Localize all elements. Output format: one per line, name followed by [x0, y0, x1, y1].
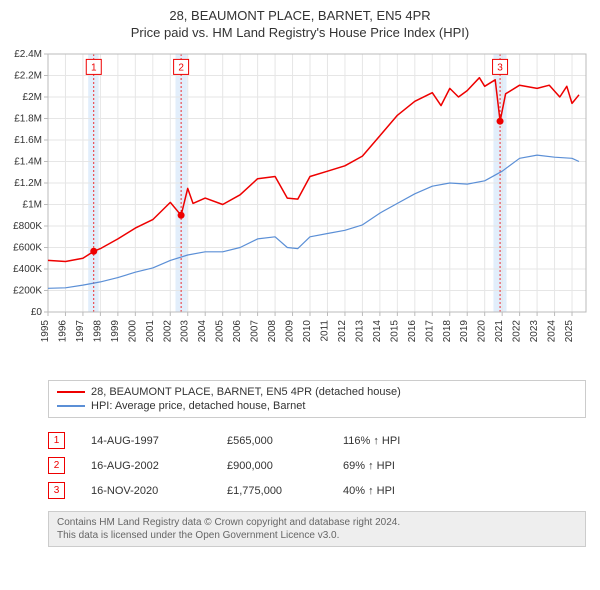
x-tick-label: 1998	[92, 320, 103, 343]
marker-number: 1	[48, 432, 65, 449]
marker-row: 2 16-AUG-2002 £900,000 69% ↑ HPI	[48, 453, 586, 478]
x-tick-label: 2009	[285, 320, 296, 343]
chart-container: 28, BEAUMONT PLACE, BARNET, EN5 4PR Pric…	[0, 0, 600, 547]
y-tick-label: £200K	[13, 286, 42, 297]
marker-row: 1 14-AUG-1997 £565,000 116% ↑ HPI	[48, 428, 586, 453]
marker-number: 2	[48, 457, 65, 474]
x-tick-label: 2015	[389, 320, 400, 343]
title-subtitle: Price paid vs. HM Land Registry's House …	[0, 25, 600, 40]
x-tick-label: 2013	[354, 320, 365, 343]
x-tick-label: 2016	[407, 320, 418, 343]
x-tick-label: 2018	[442, 320, 453, 343]
chart-area: 1995 1996 1997 1998 1999 2000 2001 2002 2003 2004…	[0, 44, 600, 374]
x-tick-label: 2025	[564, 320, 575, 343]
x-tick-label: 2003	[180, 320, 191, 343]
x-tick-label: 2010	[302, 320, 313, 343]
x-tick-label: 2004	[197, 320, 208, 343]
line-chart-svg: 1995 1996 1997 1998 1999 2000 2001 2002 2003 2004…	[0, 44, 600, 374]
marker-price: £900,000	[227, 460, 317, 472]
x-tick-label: 2019	[459, 320, 470, 343]
y-tick-label: £1.2M	[14, 178, 42, 189]
x-tick-label: 2007	[250, 320, 261, 343]
callout-number: 3	[497, 62, 503, 73]
y-tick-label: £1.8M	[14, 114, 42, 125]
x-tick-label: 1995	[40, 320, 51, 343]
callout-dot	[178, 212, 185, 219]
marker-pct: 69% ↑ HPI	[343, 460, 453, 472]
x-tick-label: 2005	[215, 320, 226, 343]
y-tick-label: £2M	[23, 92, 42, 103]
x-tick-label: 2022	[512, 320, 523, 343]
callout-dot	[497, 118, 504, 125]
marker-row: 3 16-NOV-2020 £1,775,000 40% ↑ HPI	[48, 478, 586, 503]
callout-number: 1	[91, 62, 97, 73]
x-tick-label: 2006	[232, 320, 243, 343]
x-tick-label: 1997	[75, 320, 86, 343]
legend-label: 28, BEAUMONT PLACE, BARNET, EN5 4PR (det…	[91, 386, 401, 398]
x-tick-label: 2020	[477, 320, 488, 343]
marker-price: £565,000	[227, 435, 317, 447]
y-tick-label: £1.6M	[14, 135, 42, 146]
x-tick-label: 1996	[57, 320, 68, 343]
footer-line1: Contains HM Land Registry data © Crown c…	[57, 516, 577, 529]
x-tick-label: 2008	[267, 320, 278, 343]
marker-price: £1,775,000	[227, 485, 317, 497]
x-tick-label: 2017	[424, 320, 435, 343]
title-block: 28, BEAUMONT PLACE, BARNET, EN5 4PR Pric…	[0, 0, 600, 44]
x-tick-label: 2024	[547, 320, 558, 343]
footer-line2: This data is licensed under the Open Gov…	[57, 529, 577, 542]
marker-date: 16-NOV-2020	[91, 485, 201, 497]
y-tick-label: £1M	[23, 200, 42, 211]
callout-dot	[90, 248, 97, 255]
legend-swatch	[57, 391, 85, 393]
marker-number: 3	[48, 482, 65, 499]
x-tick-label: 2012	[337, 320, 348, 343]
x-tick-label: 2000	[127, 320, 138, 343]
legend-row: HPI: Average price, detached house, Barn…	[57, 399, 577, 413]
marker-date: 16-AUG-2002	[91, 460, 201, 472]
x-tick-label: 2023	[529, 320, 540, 343]
legend-row: 28, BEAUMONT PLACE, BARNET, EN5 4PR (det…	[57, 385, 577, 399]
x-tick-label: 2014	[372, 320, 383, 343]
y-tick-label: £0	[31, 307, 43, 318]
x-tick-label: 2011	[319, 320, 330, 342]
y-tick-label: £2.2M	[14, 71, 42, 82]
marker-pct: 40% ↑ HPI	[343, 485, 453, 497]
marker-pct: 116% ↑ HPI	[343, 435, 453, 447]
callout-number: 2	[178, 62, 184, 73]
y-tick-label: £1.4M	[14, 157, 42, 168]
title-address: 28, BEAUMONT PLACE, BARNET, EN5 4PR	[0, 8, 600, 23]
x-tick-label: 2001	[145, 320, 156, 343]
marker-date: 14-AUG-1997	[91, 435, 201, 447]
marker-table: 1 14-AUG-1997 £565,000 116% ↑ HPI 2 16-AUG-20…	[48, 428, 586, 503]
y-tick-label: £800K	[13, 221, 42, 232]
y-tick-label: £400K	[13, 264, 42, 275]
attribution-footer: Contains HM Land Registry data © Crown c…	[48, 511, 586, 547]
x-tick-label: 2002	[162, 320, 173, 343]
legend-label: HPI: Average price, detached house, Barn…	[91, 400, 305, 412]
x-tick-label: 2021	[494, 320, 505, 343]
y-tick-label: £600K	[13, 243, 42, 254]
legend: 28, BEAUMONT PLACE, BARNET, EN5 4PR (det…	[48, 380, 586, 418]
x-tick-label: 1999	[110, 320, 121, 343]
legend-swatch	[57, 405, 85, 407]
y-tick-label: £2.4M	[14, 49, 42, 60]
